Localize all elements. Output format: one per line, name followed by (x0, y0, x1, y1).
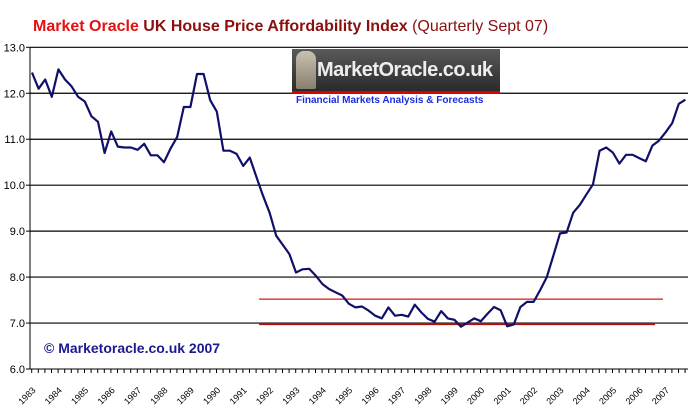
x-tick-label: 2004 (571, 385, 592, 406)
x-tick-label: 2007 (650, 385, 671, 406)
x-tick-label: 1992 (254, 385, 275, 406)
x-tick-label: 1985 (69, 385, 90, 406)
copyright-note: © Marketoracle.co.uk 2007 (44, 340, 221, 356)
x-tick-label: 1995 (333, 385, 354, 406)
title-brand: Market Oracle (33, 18, 139, 35)
market-oracle-logo: MarketOracle.co.uk (292, 49, 500, 94)
x-tick-label: 1984 (43, 385, 64, 406)
y-tick-label: 9.0 (10, 226, 25, 238)
x-tick-label: 1998 (412, 385, 433, 406)
y-tick-label: 8.0 (10, 272, 25, 284)
x-tick-label: 1994 (307, 385, 328, 406)
logo-tagline: Financial Markets Analysis & Forecasts (296, 95, 484, 106)
x-tick-label: 1991 (228, 385, 249, 406)
title-period: (Quarterly Sept 07) (412, 18, 549, 35)
x-tick-label: 2003 (544, 385, 565, 406)
statue-icon (296, 51, 316, 89)
x-tick-label: 1997 (386, 385, 407, 406)
chart-title: Market Oracle UK House Price Affordabili… (33, 18, 548, 36)
x-tick-label: 2000 (465, 385, 486, 406)
x-tick-label: 1983 (16, 385, 37, 406)
y-tick-label: 6.0 (10, 364, 25, 376)
x-tick-label: 2006 (624, 385, 645, 406)
logo-text: MarketOracle.co.uk (317, 59, 493, 81)
x-tick-label: 1988 (148, 385, 169, 406)
x-tick-label: 1989 (175, 385, 196, 406)
series-line-affordability (30, 68, 686, 328)
title-main: UK House Price Affordability Index (143, 18, 408, 35)
x-tick-label: 1999 (439, 385, 460, 406)
x-tick-label: 1987 (122, 385, 143, 406)
x-tick-label: 1996 (360, 385, 381, 406)
y-tick-label: 10.0 (4, 180, 25, 192)
y-tick-label: 7.0 (10, 318, 25, 330)
x-tick-label: 1986 (96, 385, 117, 406)
x-tick-label: 1993 (280, 385, 301, 406)
y-tick-label: 13.0 (4, 42, 25, 54)
y-tick-label: 12.0 (4, 88, 25, 100)
x-tick-label: 1990 (201, 385, 222, 406)
x-tick-label: 2001 (492, 385, 513, 406)
y-tick-label: 11.0 (4, 134, 25, 146)
x-tick-label: 2005 (597, 385, 618, 406)
x-tick-label: 2002 (518, 385, 539, 406)
